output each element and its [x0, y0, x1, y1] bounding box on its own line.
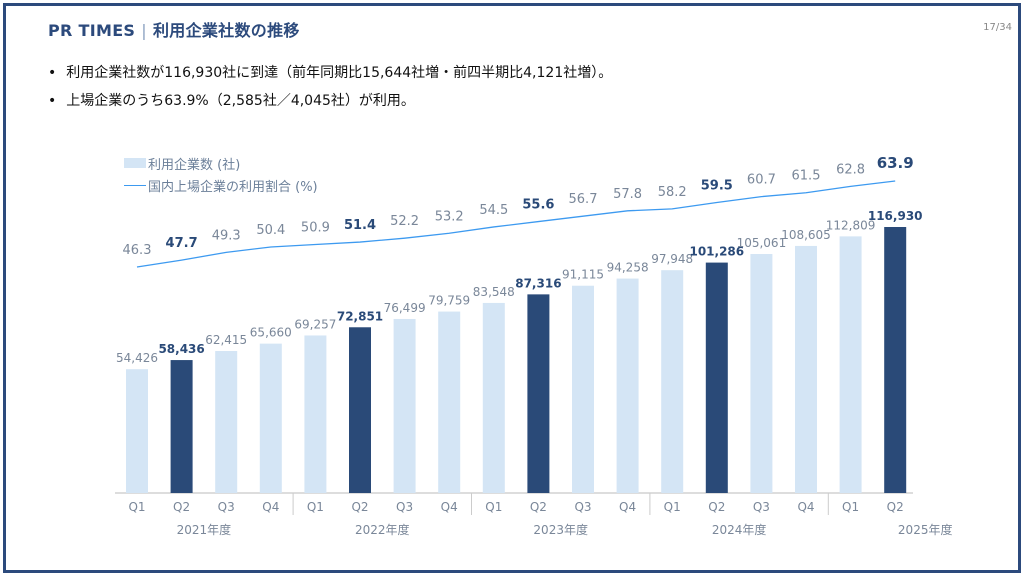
- line-value-label: 56.7: [569, 192, 598, 207]
- bar: [884, 227, 907, 493]
- summary-bullets: 利用企業社数が116,930社に到達（前年同期比15,644社増・前四半期比4,…: [48, 62, 612, 118]
- bar-value-label: 65,660: [250, 326, 292, 340]
- bar: [839, 236, 862, 493]
- line-value-label: 58.2: [658, 185, 687, 200]
- bar: [705, 262, 728, 493]
- x-tick-label: Q4: [262, 500, 279, 514]
- brand-name: PR TIMES: [48, 21, 136, 40]
- x-tick-label: Q3: [218, 500, 235, 514]
- bar-value-label: 69,257: [294, 317, 336, 331]
- bar-value-label: 62,415: [205, 333, 247, 347]
- x-tick-label: Q2: [530, 500, 547, 514]
- bar-value-label: 54,426: [116, 351, 158, 365]
- line-value-label: 50.9: [301, 221, 330, 236]
- line-value-label: 51.4: [344, 218, 376, 233]
- year-group-label: 2025年度: [898, 522, 953, 537]
- x-tick-label: Q1: [485, 500, 502, 514]
- line-value-label: 49.3: [212, 228, 241, 243]
- bar: [482, 302, 505, 493]
- x-tick-label: Q1: [128, 500, 145, 514]
- x-tick-label: Q1: [307, 500, 324, 514]
- bar-value-label: 108,605: [781, 228, 831, 242]
- x-tick-label: Q4: [441, 500, 458, 514]
- bar: [616, 278, 639, 493]
- bar-value-label: 97,948: [651, 252, 693, 266]
- line-value-label: 52.2: [390, 214, 419, 229]
- legend-label: 国内上場企業の利用割合 (%): [148, 179, 318, 195]
- page-title: PR TIMES | 利用企業社数の推移: [48, 17, 300, 41]
- line-value-label: 47.7: [166, 236, 198, 251]
- bar: [170, 360, 193, 493]
- bar-value-label: 76,499: [384, 301, 426, 315]
- x-tick-label: Q2: [708, 500, 725, 514]
- x-tick-label: Q3: [574, 500, 591, 514]
- x-tick-label: Q2: [351, 500, 368, 514]
- x-tick-label: Q4: [797, 500, 814, 514]
- year-group-label: 2022年度: [355, 522, 410, 537]
- x-tick-label: Q1: [664, 500, 681, 514]
- bar-value-label: 112,809: [826, 218, 876, 232]
- legend-swatch-line: [124, 184, 146, 186]
- x-tick-label: Q2: [887, 500, 904, 514]
- bar: [215, 351, 238, 493]
- title-text: 利用企業社数の推移: [152, 21, 300, 40]
- bar: [438, 311, 461, 493]
- share-line: [136, 180, 896, 268]
- line-value-label: 59.5: [701, 179, 733, 194]
- line-value-label: 53.2: [435, 209, 464, 224]
- line-value-label: 54.5: [479, 203, 508, 218]
- bar: [572, 285, 594, 493]
- bullet-item: 利用企業社数が116,930社に到達（前年同期比15,644社増・前四半期比4,…: [48, 62, 612, 82]
- line-value-label: 62.8: [836, 162, 865, 177]
- bar: [527, 294, 550, 493]
- bar-value-label: 87,316: [515, 276, 561, 290]
- bar: [795, 245, 817, 493]
- page-number: 17/34: [983, 22, 1012, 33]
- bar-value-label: 91,115: [562, 268, 604, 282]
- year-group-label: 2024年度: [712, 522, 767, 537]
- legend-item-line: 国内上場企業の利用割合 (%): [124, 174, 318, 196]
- legend-item-bar: 利用企業数 (社): [124, 152, 318, 174]
- legend-label: 利用企業数 (社): [148, 157, 241, 173]
- chart-legend: 利用企業数 (社) 国内上場企業の利用割合 (%): [124, 152, 318, 196]
- bar-value-label: 101,286: [689, 245, 744, 259]
- bar-value-label: 105,061: [737, 236, 787, 250]
- title-separator: |: [141, 21, 147, 40]
- x-tick-label: Q2: [173, 500, 190, 514]
- bar: [304, 335, 327, 493]
- bar: [750, 254, 773, 493]
- x-tick-label: Q4: [619, 500, 636, 514]
- bar-value-label: 58,436: [158, 342, 204, 356]
- slide-frame: [3, 3, 1021, 573]
- line-value-label: 46.3: [123, 243, 152, 258]
- year-group-label: 2023年度: [533, 522, 588, 537]
- bar-value-label: 94,258: [607, 261, 649, 275]
- bar-value-label: 83,548: [473, 285, 515, 299]
- bar-value-label: 79,759: [428, 294, 470, 308]
- bar-value-label: 116,930: [868, 209, 923, 223]
- x-tick-label: Q1: [842, 500, 859, 514]
- bullet-item: 上場企業のうち63.9%（2,585社／4,045社）が利用。: [48, 90, 612, 110]
- line-value-label: 63.9: [877, 154, 914, 172]
- line-value-label: 60.7: [747, 173, 776, 188]
- bar-value-label: 72,851: [337, 309, 383, 323]
- bar: [259, 343, 282, 493]
- bar: [661, 270, 684, 493]
- bar: [349, 327, 371, 493]
- line-value-label: 50.4: [256, 223, 285, 238]
- line-value-label: 61.5: [792, 169, 821, 184]
- year-group-label: 2021年度: [177, 522, 232, 537]
- x-tick-label: Q3: [753, 500, 770, 514]
- x-tick-label: Q3: [396, 500, 413, 514]
- line-value-label: 57.8: [613, 187, 642, 202]
- bar: [393, 318, 416, 493]
- line-value-label: 55.6: [522, 198, 554, 213]
- bar: [126, 369, 148, 493]
- legend-swatch-bar: [124, 158, 146, 168]
